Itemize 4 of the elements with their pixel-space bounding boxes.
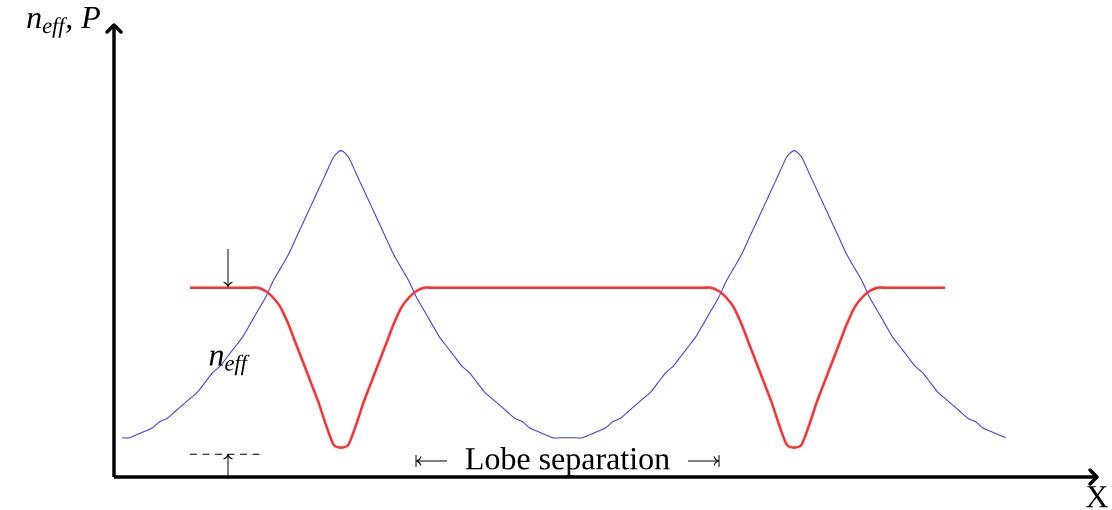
x-axis-title: X — [1086, 486, 1108, 508]
annotation: Lobe separation — [465, 447, 670, 477]
annotation: n$_{eff}$ — [209, 350, 250, 376]
y-axis-title: n$_{eff}$, P — [27, 7, 100, 38]
